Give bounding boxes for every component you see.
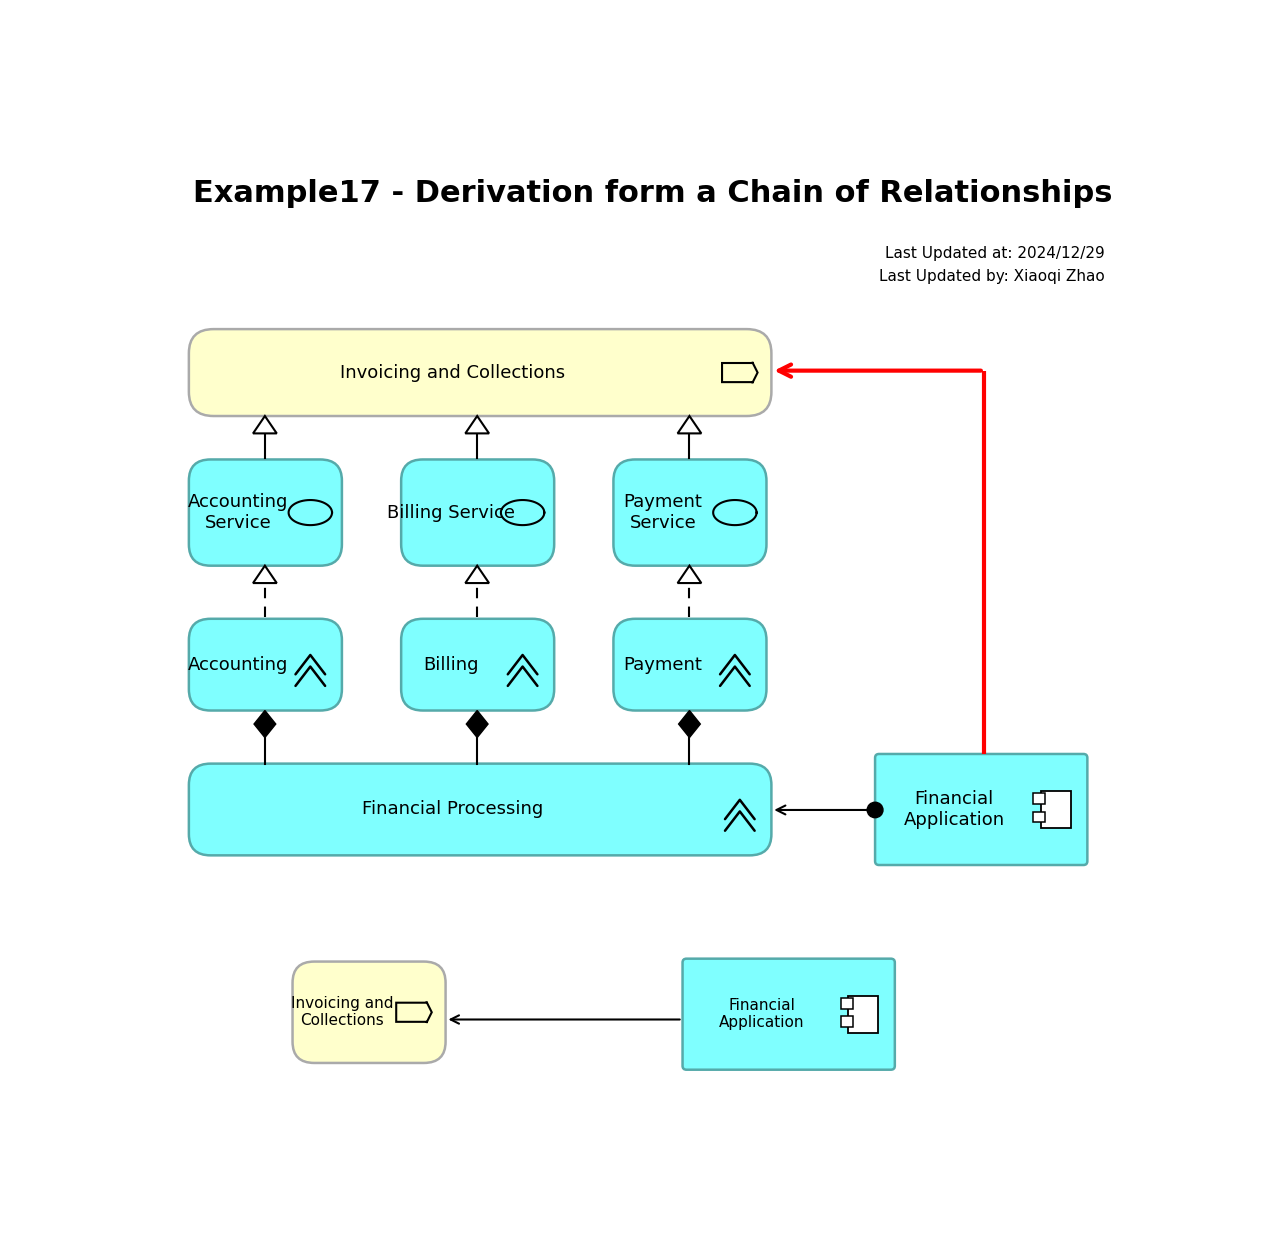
Text: Accounting
Service: Accounting Service: [189, 493, 288, 532]
Text: Last Updated by: Xiaoqi Zhao: Last Updated by: Xiaoqi Zhao: [879, 268, 1105, 283]
Polygon shape: [678, 566, 701, 583]
Text: Invoicing and
Collections: Invoicing and Collections: [290, 996, 394, 1028]
FancyBboxPatch shape: [841, 998, 852, 1008]
FancyBboxPatch shape: [1041, 791, 1070, 828]
FancyBboxPatch shape: [875, 754, 1088, 865]
Polygon shape: [466, 711, 488, 737]
FancyBboxPatch shape: [189, 618, 341, 711]
FancyBboxPatch shape: [1033, 811, 1045, 823]
Polygon shape: [254, 566, 276, 583]
Polygon shape: [465, 566, 489, 583]
Text: Invoicing and Collections: Invoicing and Collections: [340, 364, 566, 381]
FancyBboxPatch shape: [841, 1017, 852, 1027]
FancyBboxPatch shape: [1033, 794, 1045, 804]
FancyBboxPatch shape: [189, 764, 772, 855]
FancyBboxPatch shape: [401, 459, 554, 566]
FancyBboxPatch shape: [293, 962, 446, 1063]
Circle shape: [868, 803, 883, 818]
Text: Financial
Application: Financial Application: [903, 790, 1005, 829]
Text: Last Updated at: 2024/12/29: Last Updated at: 2024/12/29: [885, 246, 1105, 261]
Text: Accounting: Accounting: [189, 656, 288, 673]
Text: Example17 - Derivation form a Chain of Relationships: Example17 - Derivation form a Chain of R…: [194, 179, 1112, 208]
FancyBboxPatch shape: [401, 618, 554, 711]
FancyBboxPatch shape: [189, 459, 341, 566]
Polygon shape: [679, 711, 701, 737]
FancyBboxPatch shape: [614, 618, 767, 711]
Polygon shape: [465, 416, 489, 434]
FancyBboxPatch shape: [614, 459, 767, 566]
FancyBboxPatch shape: [683, 958, 894, 1070]
Polygon shape: [254, 416, 276, 434]
Text: Billing: Billing: [423, 656, 478, 673]
Polygon shape: [254, 711, 275, 737]
Polygon shape: [678, 416, 701, 434]
Text: Financial
Application: Financial Application: [719, 998, 804, 1031]
Text: Billing Service: Billing Service: [386, 504, 515, 522]
FancyBboxPatch shape: [848, 996, 878, 1032]
Text: Financial Processing: Financial Processing: [362, 800, 544, 819]
Text: Payment
Service: Payment Service: [623, 493, 702, 532]
FancyBboxPatch shape: [189, 329, 772, 416]
Text: Payment: Payment: [623, 656, 702, 673]
